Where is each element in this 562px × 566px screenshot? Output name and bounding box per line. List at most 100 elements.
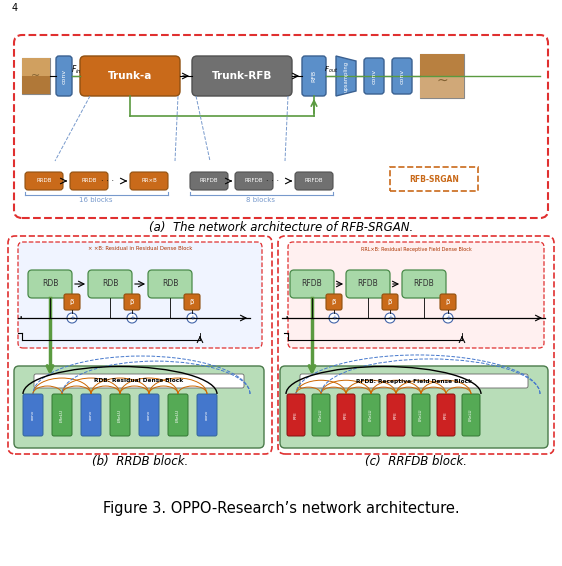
FancyBboxPatch shape xyxy=(124,294,140,310)
Text: RFE: RFE xyxy=(294,411,298,419)
Text: $F_{out}$: $F_{out}$ xyxy=(324,65,338,75)
FancyBboxPatch shape xyxy=(190,172,228,190)
Text: RRFDB: RRFDB xyxy=(244,178,263,183)
Text: β: β xyxy=(446,299,450,305)
FancyBboxPatch shape xyxy=(80,56,180,96)
FancyBboxPatch shape xyxy=(25,172,63,190)
Text: RFE: RFE xyxy=(394,411,398,419)
Text: +: + xyxy=(189,315,195,321)
Text: conv: conv xyxy=(89,410,93,420)
FancyBboxPatch shape xyxy=(387,394,405,436)
Text: · · ·: · · · xyxy=(266,177,279,186)
Text: RRL×B: Residual Receptive Field Dense Block: RRL×B: Residual Receptive Field Dense Bl… xyxy=(361,247,472,251)
Text: β: β xyxy=(70,299,74,305)
FancyBboxPatch shape xyxy=(168,394,188,436)
Circle shape xyxy=(187,313,197,323)
FancyBboxPatch shape xyxy=(382,294,398,310)
FancyBboxPatch shape xyxy=(34,374,244,388)
Bar xyxy=(22,76,50,94)
Bar xyxy=(22,58,50,76)
FancyBboxPatch shape xyxy=(139,394,159,436)
Text: RFE: RFE xyxy=(444,411,448,419)
FancyBboxPatch shape xyxy=(326,294,342,310)
Text: ~: ~ xyxy=(436,74,448,88)
Text: 8 blocks: 8 blocks xyxy=(247,197,275,203)
Text: RFDB: RFDB xyxy=(357,280,378,289)
FancyBboxPatch shape xyxy=(337,394,355,436)
Text: +: + xyxy=(387,315,393,321)
Text: (a)  The network architecture of RFB-SRGAN.: (a) The network architecture of RFB-SRGA… xyxy=(149,221,413,234)
Text: conv: conv xyxy=(205,410,209,420)
FancyBboxPatch shape xyxy=(235,172,273,190)
FancyBboxPatch shape xyxy=(23,394,43,436)
Bar xyxy=(390,167,478,191)
FancyBboxPatch shape xyxy=(88,270,132,298)
Circle shape xyxy=(127,313,137,323)
Text: ·: · xyxy=(284,311,288,325)
FancyBboxPatch shape xyxy=(64,294,80,310)
FancyBboxPatch shape xyxy=(362,394,380,436)
FancyBboxPatch shape xyxy=(130,172,168,190)
Text: β: β xyxy=(388,299,392,305)
Text: RRDB: RRDB xyxy=(37,178,52,183)
FancyBboxPatch shape xyxy=(288,242,544,348)
Text: LReLU: LReLU xyxy=(118,409,122,422)
Circle shape xyxy=(385,313,395,323)
Bar xyxy=(22,58,50,94)
FancyBboxPatch shape xyxy=(402,270,446,298)
Text: RR×B: RR×B xyxy=(141,178,157,183)
Text: 4: 4 xyxy=(12,3,18,13)
Text: β: β xyxy=(332,299,336,305)
Text: LReLU: LReLU xyxy=(419,409,423,421)
Text: RFDB: RFDB xyxy=(302,280,323,289)
Text: RRFDB: RRFDB xyxy=(305,178,323,183)
FancyBboxPatch shape xyxy=(312,394,330,436)
Text: +: + xyxy=(129,315,135,321)
FancyBboxPatch shape xyxy=(184,294,200,310)
FancyBboxPatch shape xyxy=(412,394,430,436)
Text: LReLU: LReLU xyxy=(176,409,180,422)
FancyBboxPatch shape xyxy=(290,270,334,298)
FancyBboxPatch shape xyxy=(52,394,72,436)
Text: RFDB: Receptive Field Dense Block: RFDB: Receptive Field Dense Block xyxy=(356,379,472,384)
FancyBboxPatch shape xyxy=(192,56,292,96)
Text: Trunk-RFB: Trunk-RFB xyxy=(212,71,272,81)
FancyBboxPatch shape xyxy=(278,236,554,454)
FancyBboxPatch shape xyxy=(56,56,72,96)
FancyBboxPatch shape xyxy=(18,242,262,348)
Circle shape xyxy=(329,313,339,323)
Text: β: β xyxy=(130,299,134,305)
FancyBboxPatch shape xyxy=(462,394,480,436)
Text: RRDB: RRDB xyxy=(81,178,97,183)
FancyBboxPatch shape xyxy=(70,172,108,190)
Bar xyxy=(420,54,464,98)
Text: conv: conv xyxy=(61,68,66,84)
FancyBboxPatch shape xyxy=(28,270,72,298)
FancyBboxPatch shape xyxy=(280,366,548,448)
Text: +: + xyxy=(445,315,451,321)
FancyBboxPatch shape xyxy=(14,35,548,218)
Bar xyxy=(420,76,464,98)
Text: RDB: RDB xyxy=(42,280,58,289)
Text: RDB: RDB xyxy=(162,280,178,289)
FancyBboxPatch shape xyxy=(392,58,412,94)
Text: LReLU: LReLU xyxy=(469,409,473,421)
Text: · · ·: · · · xyxy=(101,177,115,186)
FancyBboxPatch shape xyxy=(440,294,456,310)
Text: RRFDB: RRFDB xyxy=(200,178,218,183)
Text: conv: conv xyxy=(400,68,405,84)
FancyBboxPatch shape xyxy=(14,366,264,448)
FancyBboxPatch shape xyxy=(8,236,272,454)
Text: Trunk-a: Trunk-a xyxy=(108,71,152,81)
Text: +: + xyxy=(69,315,75,321)
Text: conv: conv xyxy=(371,68,377,84)
Text: RFB: RFB xyxy=(311,70,316,82)
Text: LReLU: LReLU xyxy=(369,409,373,421)
Text: LReLU: LReLU xyxy=(60,409,64,422)
Text: RFB-SRGAN: RFB-SRGAN xyxy=(409,174,459,183)
Text: RFE: RFE xyxy=(344,411,348,419)
Text: $F_{in}$: $F_{in}$ xyxy=(71,64,81,76)
Text: 16 blocks: 16 blocks xyxy=(79,197,113,203)
Polygon shape xyxy=(336,56,356,96)
Text: conv: conv xyxy=(147,410,151,420)
